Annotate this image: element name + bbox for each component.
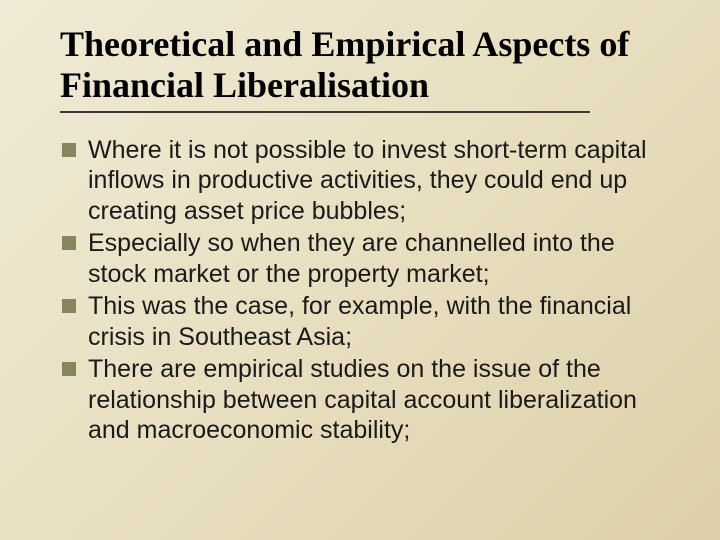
- title-underline: [60, 111, 590, 113]
- list-item: There are empirical studies on the issue…: [60, 354, 680, 446]
- list-item: Where it is not possible to invest short…: [60, 135, 680, 227]
- slide: Theoretical and Empirical Aspects of Fin…: [0, 0, 720, 540]
- list-item: Especially so when they are channelled i…: [60, 228, 680, 289]
- list-item: This was the case, for example, with the…: [60, 291, 680, 352]
- slide-title: Theoretical and Empirical Aspects of Fin…: [60, 24, 680, 107]
- bullet-list: Where it is not possible to invest short…: [60, 135, 680, 446]
